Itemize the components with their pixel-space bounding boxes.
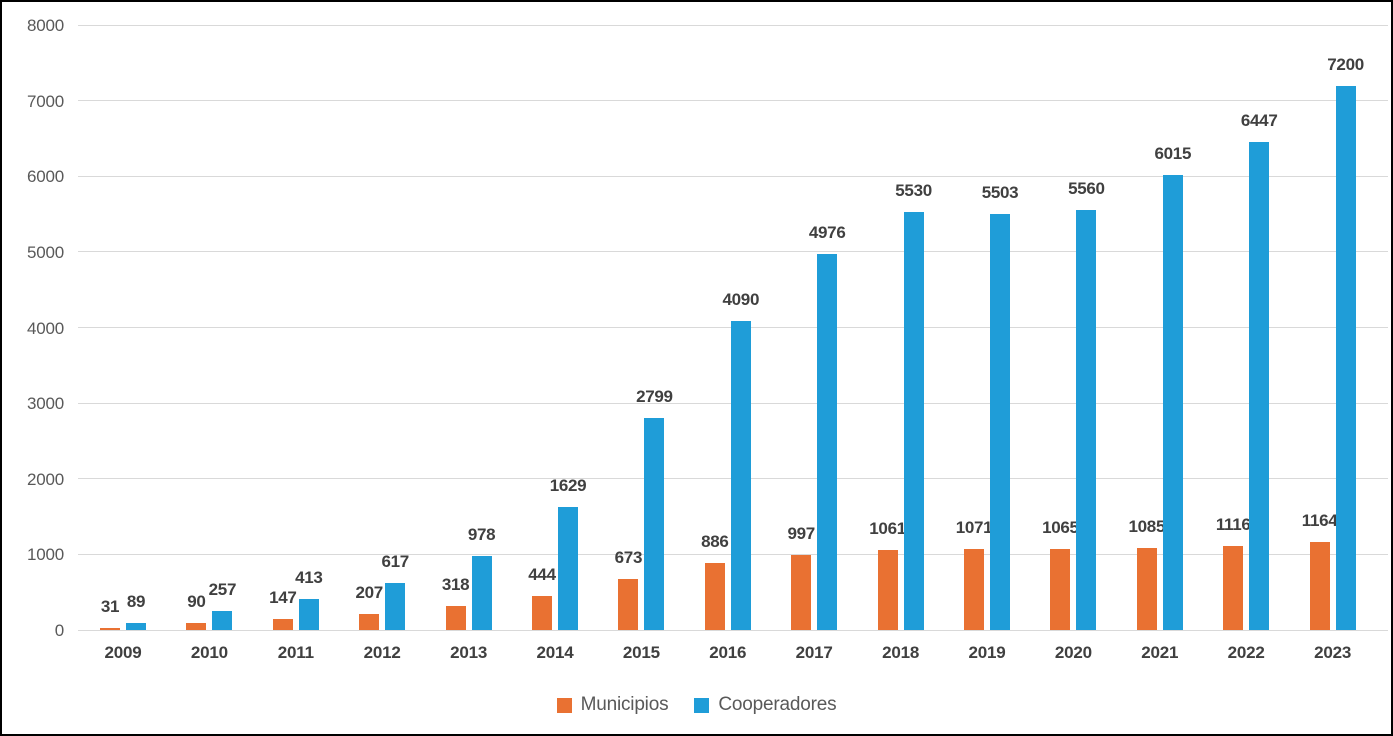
y-axis-tick-label: 4000 xyxy=(26,318,64,338)
cooperadores-value-label-2021: 6015 xyxy=(1154,144,1192,164)
y-axis-tick-label: 0 xyxy=(54,621,64,640)
municipios-bar-2017 xyxy=(791,554,812,630)
cooperadores-bar-2023 xyxy=(1335,85,1356,630)
x-axis-tick-label-2018: 2018 xyxy=(882,643,920,662)
municipios-value-label-2014: 444 xyxy=(528,565,556,585)
gridline-8000 xyxy=(78,24,1388,26)
gridline-5000 xyxy=(78,251,1388,253)
cooperadores-bar-2010 xyxy=(212,610,233,630)
legend-label-cooperadores: Cooperadores xyxy=(718,694,837,715)
cooperadores-value-label-2013: 978 xyxy=(467,525,496,545)
municipios-bar-2011 xyxy=(272,618,293,630)
cooperadores-value-label-2012: 617 xyxy=(381,552,409,572)
municipios-value-label-2018: 1061 xyxy=(869,518,906,538)
municipios-value-label-2010: 90 xyxy=(187,592,206,612)
x-axis-tick-label-2022: 2022 xyxy=(1227,643,1265,662)
cooperadores-value-label-2009: 89 xyxy=(126,592,146,612)
municipios-bar-2018 xyxy=(877,549,898,630)
cooperadores-bar-2019 xyxy=(990,213,1010,630)
cooperadores-bar-2011 xyxy=(298,598,319,630)
y-axis-tick-label: 1000 xyxy=(26,545,64,565)
y-axis-tick-label: 8000 xyxy=(26,16,64,35)
municipios-value-label-2017: 997 xyxy=(787,523,815,543)
municipios-value-label-2011: 147 xyxy=(269,587,297,607)
cooperadores-value-label-2016: 4090 xyxy=(722,289,760,309)
gridline-7000 xyxy=(78,100,1388,102)
cooperadores-bar-2013 xyxy=(471,556,492,630)
municipios-value-label-2016: 886 xyxy=(701,531,729,551)
municipios-bar-2010 xyxy=(186,623,207,630)
gridline-0 xyxy=(78,629,1388,631)
cooperadores-bar-2016 xyxy=(730,320,751,630)
cooperadores-value-label-2017: 4976 xyxy=(808,222,846,242)
legend-item-cooperadores: Cooperadores xyxy=(694,694,837,716)
municipios-bar-2014 xyxy=(532,596,552,630)
cooperadores-value-label-2022: 6447 xyxy=(1240,111,1278,131)
x-axis-tick-label-2014: 2014 xyxy=(536,643,574,662)
x-axis-tick-label-2016: 2016 xyxy=(709,643,747,662)
municipios-value-label-2015: 673 xyxy=(614,548,643,568)
x-axis-tick-label-2009: 2009 xyxy=(104,643,142,662)
x-axis-tick-label-2023: 2023 xyxy=(1314,643,1352,662)
cooperadores-bar-2022 xyxy=(1249,142,1270,630)
x-axis-tick-label-2021: 2021 xyxy=(1141,643,1179,662)
cooperadores-bar-2018 xyxy=(903,211,924,630)
municipios-value-label-2012: 207 xyxy=(355,583,383,603)
municipios-value-label-2009: 31 xyxy=(100,596,120,616)
cooperadores-bar-2017 xyxy=(817,253,838,630)
cooperadores-value-label-2018: 5530 xyxy=(895,180,932,200)
municipios-bar-2015 xyxy=(618,579,639,630)
x-axis-tick-label-2011: 2011 xyxy=(277,643,314,662)
municipios-color-swatch xyxy=(556,697,572,713)
cooperadores-bar-2020 xyxy=(1076,209,1097,630)
cooperadores-value-label-2014: 1629 xyxy=(549,475,587,495)
municipios-bar-2016 xyxy=(704,562,725,630)
municipios-value-label-2021: 1085 xyxy=(1128,516,1166,536)
y-axis-tick-label: 7000 xyxy=(26,91,64,111)
cooperadores-bar-2014 xyxy=(558,506,578,630)
municipios-bar-2012 xyxy=(359,614,380,630)
municipios-value-label-2023: 1164 xyxy=(1301,510,1338,530)
y-axis-tick-label: 5000 xyxy=(26,242,64,262)
x-axis-tick-label-2012: 2012 xyxy=(363,643,401,662)
municipios-bar-2022 xyxy=(1223,545,1244,630)
legend-item-municipios: Municipios xyxy=(556,694,669,716)
cooperadores-value-label-2020: 5560 xyxy=(1068,178,1105,198)
x-axis-tick-label-2013: 2013 xyxy=(450,643,488,662)
cooperadores-value-label-2010: 257 xyxy=(208,579,237,599)
cooperadores-value-label-2023: 7200 xyxy=(1327,54,1364,74)
legend: Municipios Cooperadores xyxy=(2,694,1391,716)
y-axis-tick-label: 6000 xyxy=(26,167,64,187)
municipios-value-label-2019: 1071 xyxy=(955,518,993,537)
cooperadores-bar-2021 xyxy=(1162,175,1183,630)
municipios-bar-2021 xyxy=(1136,547,1157,630)
cooperadores-value-label-2019: 5503 xyxy=(981,182,1019,202)
cooperadores-value-label-2015: 2799 xyxy=(636,387,673,407)
x-axis-tick-label-2019: 2019 xyxy=(968,643,1006,662)
municipios-bar-2009 xyxy=(100,627,120,630)
cooperadores-bar-2015 xyxy=(644,418,665,630)
cooperadores-bar-2012 xyxy=(385,583,406,630)
cooperadores-bar-2009 xyxy=(126,623,146,630)
municipios-value-label-2020: 1065 xyxy=(1042,518,1079,538)
municipios-value-label-2013: 318 xyxy=(441,574,470,594)
cooperadores-value-label-2011: 413 xyxy=(295,567,323,587)
x-axis-tick-label-2017: 2017 xyxy=(795,643,833,662)
municipios-bar-2020 xyxy=(1050,549,1071,630)
x-axis-tick-label-2010: 2010 xyxy=(190,643,228,662)
x-axis-tick-label-2015: 2015 xyxy=(622,643,660,662)
y-axis-tick-label: 2000 xyxy=(26,469,64,489)
municipios-bar-2019 xyxy=(964,549,984,630)
legend-label-municipios: Municipios xyxy=(580,694,669,715)
gridline-6000 xyxy=(78,175,1388,177)
x-axis-tick-label-2020: 2020 xyxy=(1054,643,1092,662)
y-axis-tick-label: 3000 xyxy=(26,394,64,414)
municipios-value-label-2022: 1116 xyxy=(1215,514,1251,534)
municipios-bar-2013 xyxy=(445,605,466,630)
cooperadores-color-swatch xyxy=(694,697,710,713)
municipios-bar-2023 xyxy=(1309,541,1330,630)
